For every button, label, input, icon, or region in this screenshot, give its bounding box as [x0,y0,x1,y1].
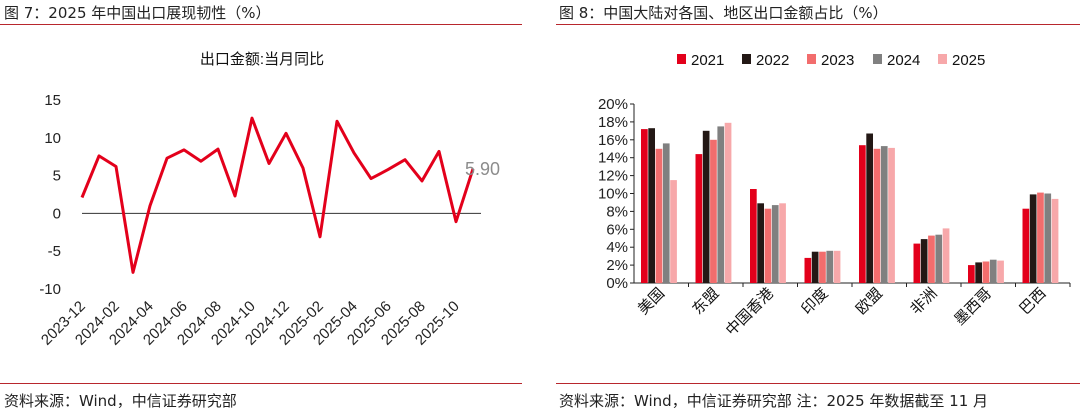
legend-swatch [938,54,947,64]
bar-2023-7 [1037,192,1044,283]
bar-2022-2 [757,203,764,283]
y-tick-label: 5 [53,168,61,185]
bar-2021-5 [913,243,921,283]
legend-label: 2025 [952,52,985,69]
bar-2025-6 [997,260,1004,283]
legend-item: 2021 [677,52,724,69]
x-category-label: 东盟 [689,285,722,318]
bar-2021-0 [641,129,648,283]
y-tick-label: 20% [598,96,628,113]
bar-2022-1 [702,130,710,283]
bar-2021-6 [968,265,975,283]
legend-swatch [677,54,686,64]
left-title-rule [0,24,522,25]
y-tick-label: 0 [53,205,61,222]
bar-2023-2 [764,208,772,283]
x-category-label: 美国 [635,285,668,318]
y-tick-label: 10 [44,130,61,147]
bar-2022-7 [1029,194,1037,283]
bar-2022-0 [648,128,655,283]
legend-item: 2025 [938,52,985,69]
x-category-label: 中国香港 [723,285,777,339]
legend-label: 2024 [887,52,920,69]
bar-2021-3 [804,257,812,283]
y-tick-label: 14% [598,150,628,167]
y-tick-label: -5 [48,243,61,260]
right-title-rule [556,24,1080,25]
bar-2023-0 [655,148,663,284]
bar-2023-5 [928,235,935,283]
bar-2024-6 [989,259,997,283]
right-source-rule [556,383,1080,384]
bar-2021-4 [859,145,866,283]
y-tick-label: -10 [39,281,61,298]
right-panel-title: 图 8：中国大陆对各国、地区出口金额占比（%） [559,4,888,22]
y-tick-label: 2% [606,257,628,274]
bar-2025-3 [833,250,841,283]
bar-2025-5 [942,228,950,283]
series-line-export-yoy [80,116,475,274]
bar-2025-1 [724,122,732,283]
bar-2021-2 [750,189,757,283]
y-tick-label: 6% [606,221,628,238]
bar-2024-3 [826,250,834,283]
line-chart: 出口金额:当月同比 -10-50510152023-122024-022024-… [38,51,500,349]
y-tick-label: 12% [598,168,628,185]
bar-2021-7 [1022,208,1030,283]
x-category-label: 印度 [798,285,831,318]
legend-swatch [807,54,816,64]
x-category-label: 巴西 [1016,285,1049,318]
bar-2022-6 [975,262,982,283]
y-tick-label: 15 [44,92,61,109]
y-tick-label: 18% [598,114,628,131]
bar-2023-6 [982,261,990,283]
bar-2025-4 [888,147,895,283]
bar-2022-4 [866,133,873,283]
bar-2023-1 [710,139,717,283]
legend-swatch [873,54,882,64]
legend-label: 2022 [756,52,789,69]
legend-item: 2022 [742,52,789,69]
bar-2025-2 [779,203,786,283]
left-panel-title: 图 7：2025 年中国出口展现韧性（%） [4,4,271,22]
bar-2021-1 [695,154,703,283]
left-source-rule [0,383,522,384]
y-tick-label: 4% [606,239,628,256]
y-tick-label: 10% [598,186,628,203]
y-tick-label: 0% [606,275,628,292]
legend-label: 2021 [691,52,724,69]
bar-2024-2 [771,205,779,283]
y-tick-label: 8% [606,203,628,220]
legend-swatch [742,54,751,64]
bar-2025-7 [1051,198,1059,283]
bar-2025-0 [670,180,677,283]
end-value-label: 5.90 [465,159,500,179]
chart-title: 出口金额:当月同比 [200,51,324,68]
legend-item: 2023 [807,52,854,69]
bar-chart: 2021 2022 2023 2024 2025 0%2%4%6%8%10%12%14%… [598,52,1071,339]
bar-2022-3 [811,251,819,283]
y-tick-label: 16% [598,132,628,149]
bar-2022-5 [920,239,928,283]
bar-2024-0 [662,143,670,283]
bar-2024-1 [717,126,725,284]
left-source-note: 资料来源：Wind，中信证券研究部 [4,392,237,410]
bar-2023-4 [873,148,881,284]
legend-label: 2023 [821,52,854,69]
bar-2024-5 [935,234,943,283]
bar-2024-7 [1044,193,1052,283]
x-category-label: 墨西哥 [951,285,995,329]
bar-2024-4 [880,146,888,283]
x-category-label: 非洲 [907,285,940,318]
bar-2023-3 [819,251,826,283]
legend-item: 2024 [873,52,920,69]
x-category-label: 欧盟 [853,285,886,318]
right-source-note: 资料来源：Wind，中信证券研究部 注：2025 年数据截至 11 月 [559,392,989,410]
